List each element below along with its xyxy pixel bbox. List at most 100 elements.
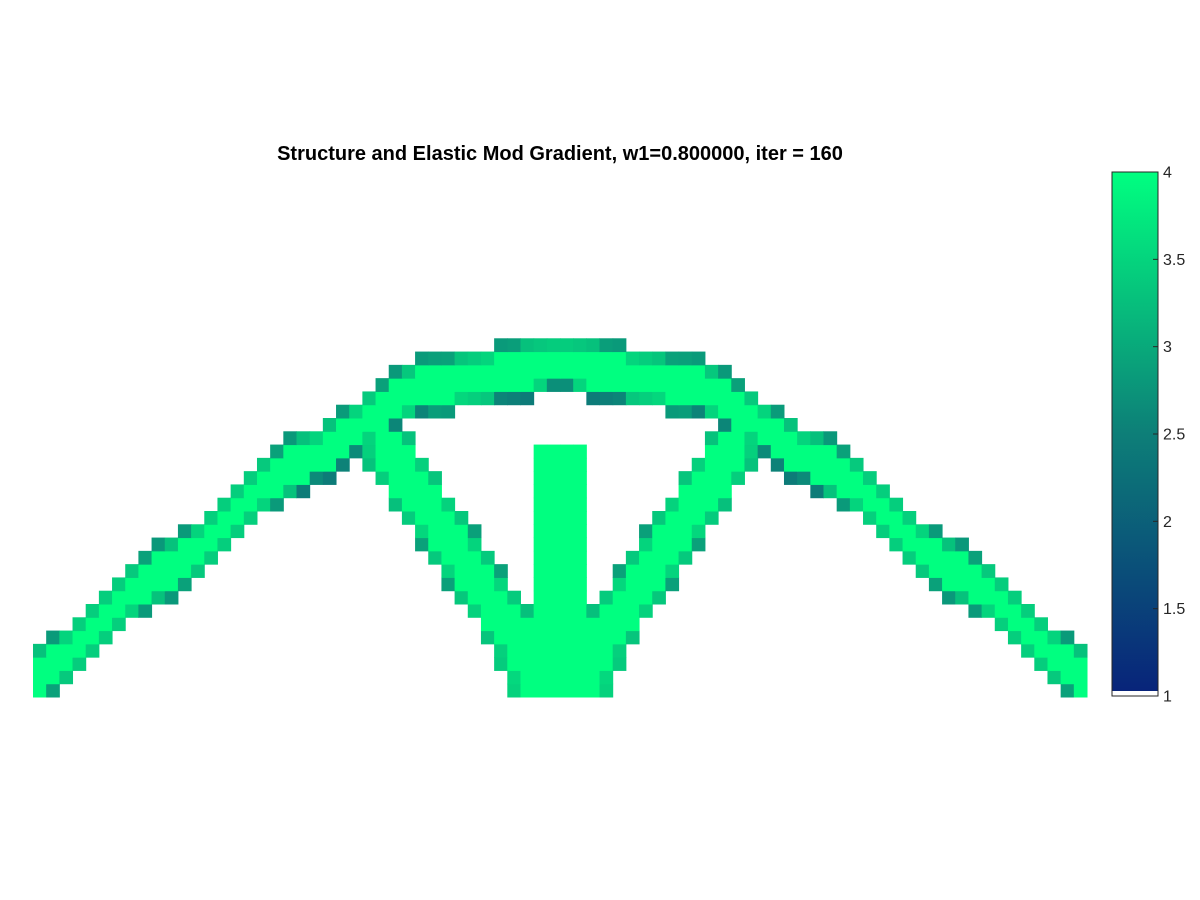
heatmap-cell — [560, 643, 574, 658]
heatmap-cell — [1073, 657, 1088, 671]
heatmap-cell — [309, 431, 324, 446]
heatmap-cell — [810, 444, 825, 459]
heatmap-cell — [612, 604, 627, 618]
heatmap-cell — [573, 511, 587, 525]
heatmap-cell — [1034, 630, 1048, 645]
heatmap-cell — [151, 590, 166, 605]
heatmap-cell — [770, 431, 785, 446]
heatmap-cell — [507, 351, 521, 366]
heatmap-cell — [691, 404, 706, 419]
heatmap-cell — [467, 364, 482, 379]
heatmap-cell — [428, 511, 442, 525]
heatmap-cell — [151, 537, 166, 552]
heatmap-cell — [507, 670, 521, 685]
heatmap-cell — [85, 630, 100, 645]
heatmap-cell — [770, 418, 785, 432]
heatmap-cell — [164, 550, 179, 565]
heatmap-cell — [665, 577, 680, 592]
heatmap-cell — [520, 683, 535, 698]
heatmap-cell — [546, 590, 561, 605]
heatmap-cell — [112, 617, 126, 632]
heatmap-cell — [283, 444, 298, 459]
heatmap-cell — [415, 364, 429, 379]
heatmap-cell — [744, 404, 759, 419]
heatmap-cell — [454, 577, 469, 592]
colorbar-tick-label: 1 — [1163, 689, 1172, 706]
heatmap-cell — [915, 550, 930, 565]
heatmap-cell — [573, 657, 587, 671]
heatmap-cell — [388, 497, 403, 512]
heatmap-cell — [942, 537, 956, 552]
heatmap-cell — [428, 497, 442, 512]
heatmap-cell — [138, 577, 153, 592]
heatmap-cell — [718, 364, 732, 379]
heatmap-cell — [533, 537, 548, 552]
heatmap-cell — [599, 391, 614, 406]
heatmap-cell — [612, 378, 627, 392]
heatmap-cell — [415, 484, 429, 499]
heatmap-cell — [678, 537, 693, 552]
heatmap-cell — [573, 630, 587, 645]
heatmap-cell — [46, 643, 60, 658]
heatmap-cell — [691, 524, 706, 539]
heatmap-cell — [151, 577, 166, 592]
heatmap-cell — [546, 564, 561, 578]
heatmap-cell — [415, 471, 429, 485]
heatmap-cell — [757, 404, 772, 419]
heatmap-cell — [401, 378, 416, 392]
heatmap-cell — [309, 471, 324, 485]
heatmap-cell — [678, 378, 693, 392]
heatmap-cell — [665, 537, 680, 552]
heatmap-cell — [981, 590, 996, 605]
heatmap-cell — [665, 404, 680, 419]
heatmap-cell — [256, 457, 271, 472]
heatmap-cell — [731, 391, 745, 406]
heatmap-cell — [783, 444, 798, 459]
heatmap-cell — [573, 497, 587, 512]
heatmap-cell — [625, 617, 640, 632]
heatmap-cell — [454, 537, 469, 552]
heatmap-cell — [388, 418, 403, 432]
heatmap-cell — [639, 351, 653, 366]
heatmap-cell — [902, 511, 917, 525]
heatmap-cell — [1047, 670, 1062, 685]
heatmap-cell — [612, 564, 627, 578]
heatmap-cell — [388, 364, 403, 379]
heatmap-cell — [889, 511, 904, 525]
heatmap-cell — [533, 457, 548, 472]
heatmap-cell — [401, 364, 416, 379]
heatmap-cell — [480, 378, 495, 392]
heatmap-cell — [770, 444, 785, 459]
heatmap-cell — [533, 471, 548, 485]
heatmap-cell — [546, 471, 561, 485]
heatmap-cell — [533, 351, 548, 366]
heatmap-cell — [665, 351, 680, 366]
heatmap-cell — [546, 524, 561, 539]
colorbar-tick-label: 3.5 — [1163, 252, 1185, 269]
heatmap-cell — [375, 431, 390, 446]
heatmap-cell — [401, 511, 416, 525]
heatmap-cell — [441, 511, 456, 525]
heatmap-cell — [1007, 630, 1022, 645]
heatmap-cell — [704, 484, 719, 499]
heatmap-cell — [59, 643, 74, 658]
heatmap-cell — [217, 497, 232, 512]
heatmap-cell — [560, 604, 574, 618]
heatmap-cell — [467, 378, 482, 392]
colorbar-bottom-cap — [1112, 691, 1158, 695]
heatmap-cell — [217, 511, 232, 525]
heatmap-cell — [467, 524, 482, 539]
heatmap-cell — [836, 471, 851, 485]
heatmap-cell — [415, 537, 429, 552]
heatmap-cell — [625, 378, 640, 392]
heatmap-cell — [942, 550, 956, 565]
heatmap-cell — [533, 550, 548, 565]
heatmap-cell — [678, 524, 693, 539]
heatmap-cell — [876, 497, 890, 512]
heatmap-cell — [533, 497, 548, 512]
heatmap-cell — [507, 683, 521, 698]
heatmap-cell — [546, 630, 561, 645]
heatmap-cell — [1073, 683, 1088, 698]
heatmap-cell — [296, 457, 311, 472]
heatmap-cell — [612, 391, 627, 406]
